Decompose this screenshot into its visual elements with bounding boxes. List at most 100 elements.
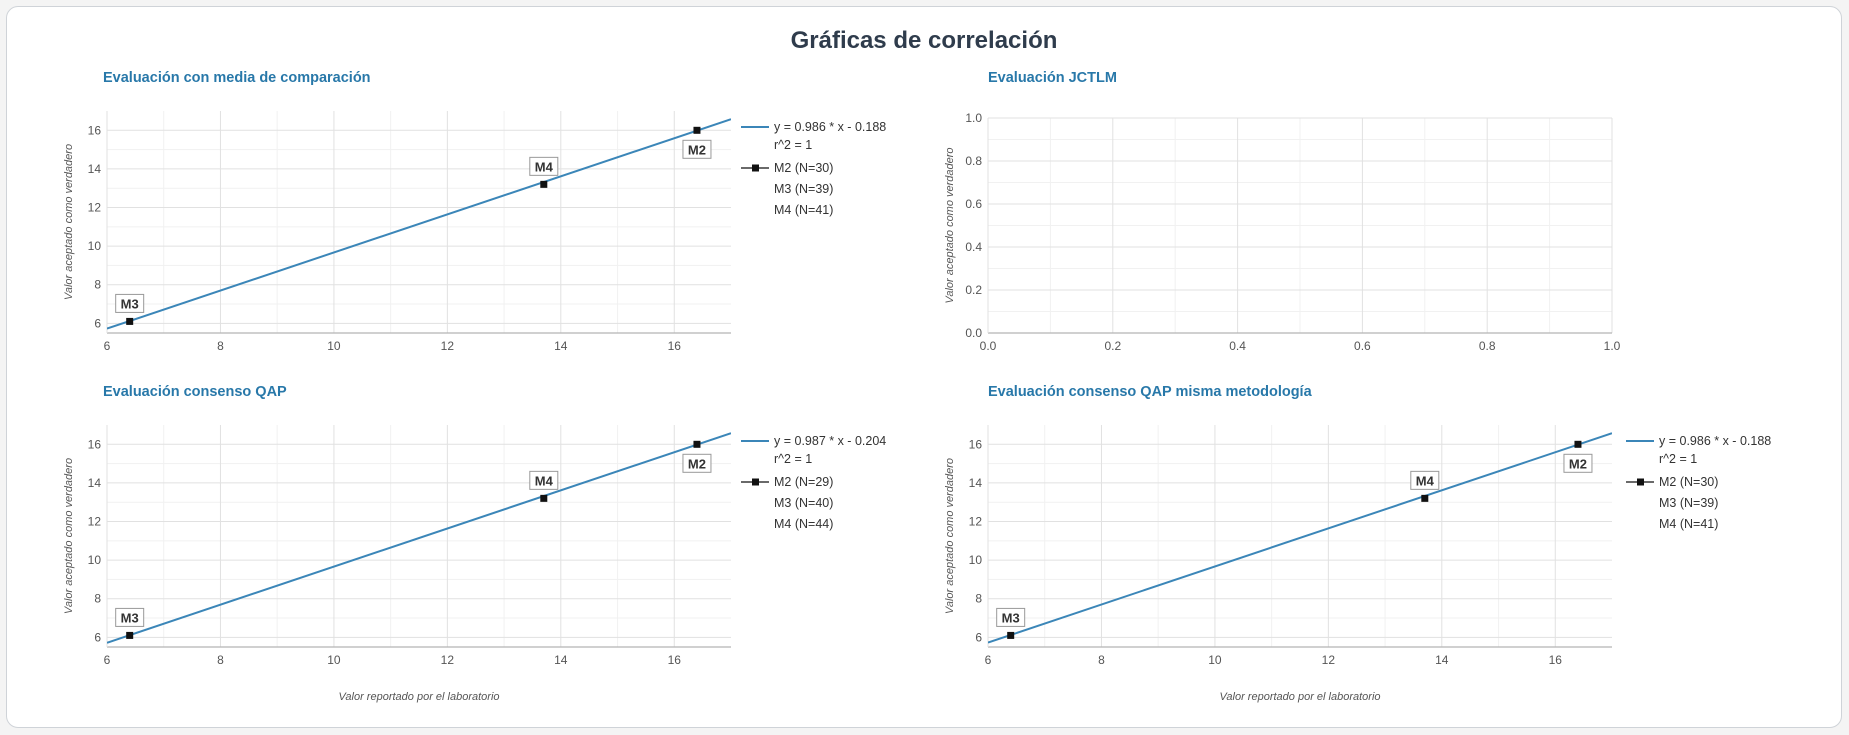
charts-panel: Gráficas de correlación Evaluación con m… (6, 6, 1842, 728)
chart-title: Evaluación con media de comparación (103, 70, 371, 86)
data-point-m4 (540, 180, 548, 188)
y-tick-label: 1.0 (965, 111, 982, 125)
data-label-m2: M2 (688, 142, 706, 157)
x-tick-label: 0.8 (1479, 339, 1496, 353)
data-label-m3: M3 (121, 610, 139, 625)
legend: y = 0.986 * x - 0.188 r^2 = 1 M2 (N=30) M3 … (1626, 434, 1771, 531)
chart-media-comparacion-plot: 6 8 10 12 14 16 6 8 10 12 14 16 Valor aceptado como … (63, 111, 886, 353)
regression-line (107, 432, 731, 644)
data-label-box (529, 156, 559, 176)
y-tick-label: 10 (88, 239, 102, 253)
data-label-m4: M4 (1416, 473, 1435, 488)
y-tick-label: 14 (969, 476, 983, 490)
y-tick-label: 10 (969, 553, 983, 567)
x-tick-label: 8 (217, 339, 224, 353)
minor-grid (107, 425, 731, 647)
data-label-m4: M4 (535, 473, 554, 488)
data-label-box (115, 607, 145, 627)
data-label-box (682, 139, 712, 159)
chart-consenso-qap-metodologia-plot: 6 8 10 12 14 16 6 8 10 12 14 16 Valor aceptado como … (944, 425, 1771, 703)
regression-line (988, 432, 1612, 644)
x-tick-label: 1.0 (1604, 339, 1621, 353)
minor-grid (988, 425, 1612, 647)
data-label-box (115, 293, 145, 313)
data-label-m2: M2 (1569, 456, 1587, 471)
y-tick-label: 12 (88, 201, 102, 215)
data-point-m2 (1574, 440, 1582, 448)
data-point-m2 (693, 126, 701, 134)
data-point-m3 (1007, 631, 1015, 639)
y-axis-label: Valor aceptado como verdadero (63, 144, 75, 300)
y-tick-label: 10 (88, 553, 102, 567)
legend-item: y = 0.986 * x - 0.188 (774, 120, 886, 134)
minor-grid (988, 118, 1612, 333)
y-tick-label: 12 (88, 515, 102, 529)
data-label-m3: M3 (121, 296, 139, 311)
data-point-m3 (126, 317, 134, 325)
x-tick-label: 0.0 (980, 339, 997, 353)
data-point-m4 (540, 494, 548, 502)
y-tick-label: 0.0 (965, 326, 982, 340)
page-title: Gráficas de correlación (790, 27, 1058, 54)
y-axis-label: Valor aceptado como verdadero (944, 458, 956, 614)
chart-jctlm-plot: 0.0 0.2 0.4 0.6 0.8 1.0 0.0 0.2 0.4 0.6 0.8 1.0 Valo… (944, 111, 1621, 353)
y-tick-label: 16 (88, 437, 102, 451)
x-tick-label: 0.4 (1229, 339, 1246, 353)
legend-item: M2 (N=30) (1659, 475, 1718, 489)
x-tick-label: 16 (1549, 653, 1563, 667)
x-tick-label: 14 (554, 339, 568, 353)
x-tick-label: 12 (441, 653, 455, 667)
y-tick-label: 0.2 (965, 283, 982, 297)
legend-item: r^2 = 1 (1659, 452, 1697, 466)
y-tick-label: 14 (88, 476, 102, 490)
legend-marker-swatch (1637, 478, 1644, 486)
y-tick-label: 12 (969, 515, 983, 529)
chart-title: Evaluación JCTLM (988, 70, 1117, 86)
major-grid (987, 117, 1613, 334)
legend-item: M3 (N=39) (1659, 496, 1718, 510)
x-tick-label: 16 (668, 653, 682, 667)
y-tick-label: 0.8 (965, 154, 982, 168)
legend-item: M4 (N=41) (774, 203, 833, 217)
data-label-box (682, 453, 712, 473)
x-tick-label: 8 (217, 653, 224, 667)
data-label-m2: M2 (688, 456, 706, 471)
y-tick-label: 0.6 (965, 197, 982, 211)
data-label-box (996, 607, 1026, 627)
x-tick-label: 16 (668, 339, 682, 353)
major-grid (987, 425, 1612, 647)
x-tick-label: 12 (441, 339, 455, 353)
data-label-box (1410, 470, 1440, 490)
x-tick-label: 6 (985, 653, 992, 667)
data-label-m4: M4 (535, 159, 554, 174)
legend-item: M4 (N=44) (774, 517, 833, 531)
x-tick-label: 0.2 (1104, 339, 1121, 353)
x-tick-label: 12 (1322, 653, 1336, 667)
legend-marker-swatch (752, 478, 759, 486)
major-grid (106, 111, 731, 333)
y-tick-label: 6 (94, 316, 101, 330)
major-grid (106, 425, 731, 647)
legend-marker-swatch (752, 164, 759, 172)
x-tick-label: 10 (327, 653, 341, 667)
chart-title: Evaluación consenso QAP (103, 384, 287, 400)
x-tick-label: 6 (104, 339, 111, 353)
y-tick-label: 6 (975, 630, 982, 644)
y-tick-label: 0.4 (965, 240, 982, 254)
x-tick-label: 10 (327, 339, 341, 353)
x-tick-label: 14 (554, 653, 568, 667)
data-point-m4 (1421, 494, 1429, 502)
x-tick-label: 8 (1098, 653, 1105, 667)
y-axis-label: Valor aceptado como verdadero (63, 458, 75, 614)
y-tick-label: 16 (88, 123, 102, 137)
data-point-m2 (693, 440, 701, 448)
x-tick-label: 10 (1208, 653, 1222, 667)
y-tick-label: 16 (969, 437, 983, 451)
legend: y = 0.986 * x - 0.188 r^2 = 1 M2 (N=30) M3 … (741, 120, 886, 217)
y-tick-label: 8 (975, 592, 982, 606)
y-tick-label: 8 (94, 278, 101, 292)
chart-title: Evaluación consenso QAP misma metodologí… (988, 384, 1312, 400)
y-axis-label: Valor aceptado como verdadero (944, 147, 956, 303)
x-tick-label: 0.6 (1354, 339, 1371, 353)
x-axis-label: Valor reportado por el laboratorio (1219, 691, 1380, 703)
